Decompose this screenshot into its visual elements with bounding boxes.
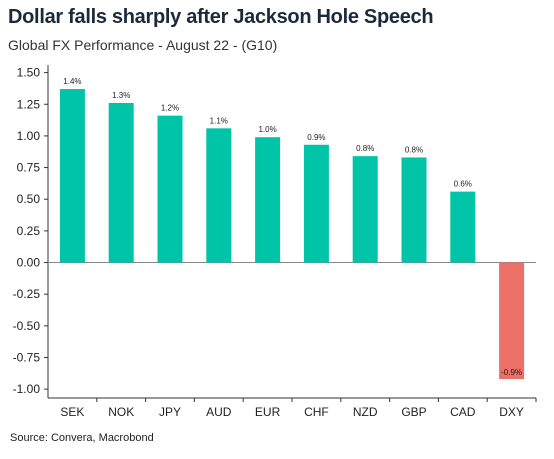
bar-sek: [59, 89, 85, 263]
bar-cad: [450, 191, 476, 263]
bar-jpy: [157, 115, 183, 263]
data-label-sek: 1.4%: [63, 77, 81, 86]
bar-dxy: [499, 262, 525, 380]
x-tick-label-cad: CAD: [450, 405, 476, 419]
y-tick-label: 1.50: [17, 66, 41, 80]
x-tick-label-aud: AUD: [206, 405, 232, 419]
bar-chf: [303, 144, 329, 263]
data-label-jpy: 1.2%: [161, 104, 179, 113]
bar-nzd: [352, 156, 378, 263]
data-label-chf: 0.9%: [307, 133, 325, 142]
bar-gbp: [401, 157, 427, 263]
x-tick-label-jpy: JPY: [159, 405, 181, 419]
y-tick-label: -0.75: [13, 350, 41, 364]
y-tick-label: 0.75: [17, 161, 41, 175]
x-tick-label-chf: CHF: [304, 405, 329, 419]
y-tick-label: 0.00: [17, 256, 41, 270]
data-label-gbp: 0.8%: [405, 145, 423, 154]
bar-aud: [206, 128, 232, 263]
x-tick-label-nok: NOK: [108, 405, 134, 419]
y-tick-label: 0.50: [17, 192, 41, 206]
chart-title: Dollar falls sharply after Jackson Hole …: [8, 6, 434, 28]
source-note: Source: Convera, Macrobond: [10, 432, 154, 444]
data-label-eur: 1.0%: [258, 125, 276, 134]
data-label-dxy: -0.9%: [501, 368, 522, 377]
y-tick-label: 1.00: [17, 129, 41, 143]
y-tick-label: 1.25: [17, 97, 41, 111]
x-tick-label-dxy: DXY: [499, 405, 524, 419]
y-tick-label: 0.25: [17, 224, 41, 238]
data-label-nok: 1.3%: [112, 91, 130, 100]
chart-subtitle: Global FX Performance - August 22 - (G10…: [8, 37, 278, 53]
data-label-cad: 0.6%: [454, 180, 472, 189]
y-tick-label: -0.25: [13, 287, 41, 301]
bar-nok: [108, 102, 134, 263]
y-tick-label: -1.00: [13, 382, 41, 396]
data-label-nzd: 0.8%: [356, 144, 374, 153]
bar-eur: [255, 137, 281, 263]
x-tick-label-nzd: NZD: [353, 405, 378, 419]
x-tick-label-gbp: GBP: [401, 405, 426, 419]
x-tick-label-eur: EUR: [255, 405, 281, 419]
x-tick-label-sek: SEK: [60, 405, 84, 419]
data-label-aud: 1.1%: [210, 116, 228, 125]
y-tick-label: -0.50: [13, 319, 41, 333]
